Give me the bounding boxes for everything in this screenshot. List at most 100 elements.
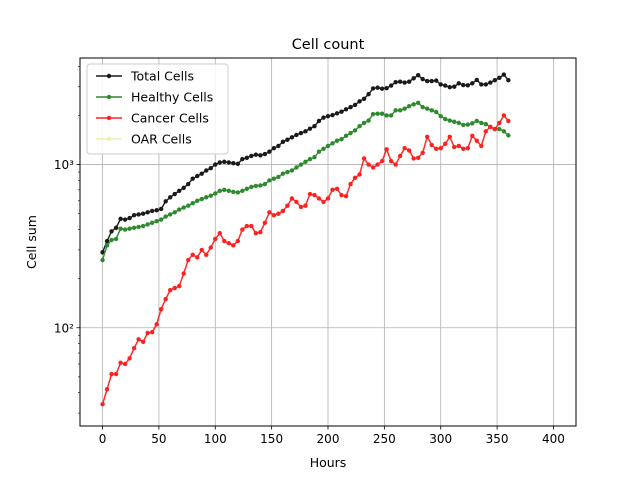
data-point bbox=[285, 169, 290, 175]
data-point bbox=[370, 111, 376, 117]
data-point bbox=[249, 184, 254, 190]
data-point bbox=[145, 330, 150, 336]
data-point bbox=[177, 283, 182, 289]
data-point bbox=[316, 118, 322, 124]
data-point bbox=[258, 183, 263, 188]
data-point bbox=[497, 75, 502, 81]
data-point bbox=[470, 121, 475, 126]
data-point bbox=[479, 120, 484, 126]
data-point bbox=[434, 78, 439, 83]
data-point bbox=[190, 252, 195, 257]
data-point bbox=[492, 126, 498, 132]
chart-title: Cell count bbox=[292, 37, 365, 53]
x-tick-label: 150 bbox=[260, 432, 283, 446]
data-point bbox=[100, 257, 105, 263]
data-point bbox=[447, 134, 452, 139]
data-point bbox=[145, 210, 150, 215]
data-point bbox=[397, 79, 403, 84]
data-point bbox=[379, 86, 385, 91]
data-point bbox=[497, 126, 502, 132]
data-point bbox=[402, 146, 407, 151]
data-point bbox=[267, 210, 272, 215]
data-point bbox=[195, 173, 200, 179]
data-point bbox=[253, 230, 259, 236]
data-point bbox=[267, 178, 272, 183]
data-point bbox=[452, 144, 457, 150]
data-point bbox=[357, 172, 362, 177]
data-point bbox=[298, 130, 304, 136]
legend-label: Cancer Cells bbox=[131, 111, 209, 126]
data-point bbox=[447, 85, 452, 90]
data-point bbox=[465, 83, 470, 88]
data-point bbox=[488, 80, 493, 85]
data-point bbox=[104, 243, 110, 248]
data-point bbox=[208, 193, 213, 198]
x-tick-label: 250 bbox=[373, 432, 396, 446]
data-point bbox=[375, 162, 380, 167]
legend-swatch-marker bbox=[106, 73, 112, 79]
data-point bbox=[140, 339, 146, 345]
data-point bbox=[244, 155, 250, 161]
data-point bbox=[474, 118, 479, 124]
data-point bbox=[415, 73, 421, 78]
data-point bbox=[479, 143, 484, 149]
data-point bbox=[379, 111, 385, 116]
data-point bbox=[118, 226, 123, 231]
data-point bbox=[384, 113, 389, 118]
data-point bbox=[109, 371, 114, 377]
data-point bbox=[186, 203, 191, 208]
data-point bbox=[267, 149, 272, 154]
data-point bbox=[235, 190, 241, 195]
data-point bbox=[357, 123, 362, 129]
data-point bbox=[483, 121, 489, 127]
data-point bbox=[253, 152, 259, 157]
data-point bbox=[506, 77, 511, 83]
data-point bbox=[492, 77, 498, 83]
data-point bbox=[217, 160, 222, 165]
data-point bbox=[447, 118, 452, 123]
data-point bbox=[240, 188, 245, 194]
data-point bbox=[154, 322, 159, 327]
data-point bbox=[352, 102, 358, 108]
data-point bbox=[285, 203, 290, 208]
data-point bbox=[199, 171, 204, 176]
data-point bbox=[217, 188, 222, 194]
x-tick-label: 200 bbox=[317, 432, 340, 446]
data-point bbox=[343, 133, 349, 139]
data-point bbox=[131, 212, 137, 218]
data-point bbox=[136, 337, 141, 342]
data-point bbox=[321, 146, 326, 151]
legend-box bbox=[86, 63, 229, 155]
data-point bbox=[456, 81, 461, 86]
data-point bbox=[289, 196, 295, 201]
data-point bbox=[438, 146, 443, 151]
data-point bbox=[312, 192, 317, 198]
data-point bbox=[199, 196, 204, 202]
data-point bbox=[131, 345, 137, 351]
x-tick-label: 300 bbox=[429, 432, 452, 446]
data-point bbox=[226, 240, 231, 246]
data-point bbox=[334, 138, 340, 143]
data-point bbox=[158, 306, 164, 312]
data-point bbox=[307, 156, 313, 162]
series-layer bbox=[100, 72, 511, 407]
data-point bbox=[298, 162, 304, 167]
data-point bbox=[361, 96, 367, 102]
axis-ticks: 0 50 100 150 200 250 300 350 400 10² 10³ bbox=[54, 66, 565, 446]
data-point bbox=[388, 158, 394, 164]
data-point bbox=[172, 210, 177, 215]
data-point bbox=[271, 212, 277, 218]
x-axis-label: Hours bbox=[310, 455, 347, 470]
data-point bbox=[186, 181, 191, 187]
data-point bbox=[172, 191, 177, 197]
data-point bbox=[276, 174, 281, 180]
data-point bbox=[348, 104, 353, 110]
data-point bbox=[298, 204, 304, 210]
data-point bbox=[181, 185, 186, 191]
data-point bbox=[213, 191, 218, 196]
data-point bbox=[443, 116, 448, 122]
data-point bbox=[452, 84, 457, 89]
data-point bbox=[163, 214, 168, 219]
data-point bbox=[231, 243, 236, 248]
